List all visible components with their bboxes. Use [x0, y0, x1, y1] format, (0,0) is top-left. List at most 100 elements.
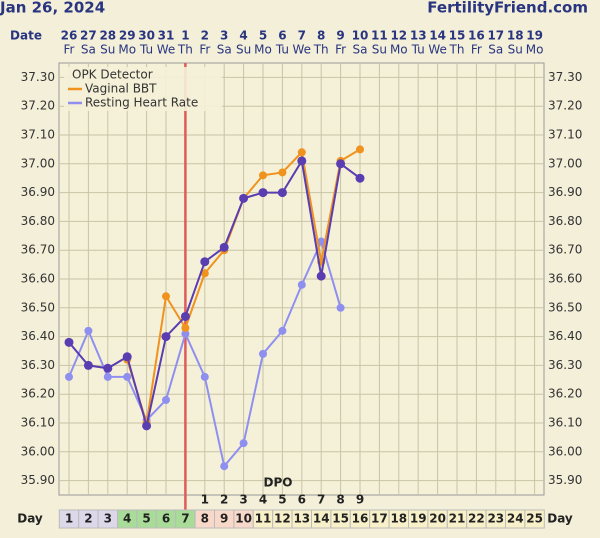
dpo-value: 9: [356, 493, 364, 507]
y-tick-label: 36.40: [21, 329, 55, 343]
weekday-label: Su: [100, 43, 115, 57]
series-point: [65, 372, 73, 381]
date-label: 3: [220, 29, 228, 43]
series-point: [200, 372, 209, 381]
weekday-label: Fr: [64, 43, 75, 57]
series-point: [181, 329, 190, 338]
day-label-right: Day: [547, 512, 573, 526]
weekday-label: Mo: [390, 43, 408, 57]
date-label: 18: [507, 29, 524, 43]
day-value: 2: [84, 512, 92, 526]
dpo-value: 5: [278, 493, 286, 507]
series-point: [64, 337, 74, 347]
y-tick-label: 36.00: [21, 444, 55, 458]
y-tick-label-right: 36.60: [548, 272, 582, 286]
y-tick-label-right: 37.30: [548, 70, 582, 84]
day-value: 10: [235, 512, 252, 526]
day-value: 13: [293, 512, 310, 526]
day-value: 11: [255, 512, 272, 526]
series-point: [355, 173, 365, 183]
weekday-label: Tu: [139, 43, 153, 57]
weekday-label: Fr: [199, 43, 210, 57]
y-tick-label-right: 36.50: [548, 300, 582, 314]
weekday-label: Su: [372, 43, 387, 57]
y-tick-label-right: 36.20: [548, 387, 582, 401]
date-label: 13: [410, 29, 427, 43]
date-label: 9: [336, 29, 344, 43]
day-value: 6: [162, 512, 170, 526]
weekday-label: Su: [236, 43, 251, 57]
series-point: [83, 360, 93, 370]
weekday-label: Tu: [411, 43, 425, 57]
y-tick-label-right: 37.10: [548, 128, 582, 142]
series-point: [220, 462, 229, 471]
day-value: 16: [352, 512, 369, 526]
date-label: 2: [201, 29, 209, 43]
header-date: Jan 26, 2024: [0, 0, 105, 17]
date-label: 8: [317, 29, 325, 43]
dpo-value: 6: [298, 493, 306, 507]
y-tick-label-right: 36.80: [548, 214, 582, 228]
date-label: 28: [99, 29, 116, 43]
dpo-label: DPO: [264, 476, 293, 490]
day-value: 20: [429, 512, 446, 526]
dpo-value: 7: [317, 493, 325, 507]
date-label: 1: [181, 29, 189, 43]
weekday-label: We: [157, 43, 176, 57]
y-tick-label-right: 36.90: [548, 185, 582, 199]
y-tick-label-right: 37.00: [548, 156, 582, 170]
series-point: [258, 188, 268, 198]
y-tick-label: 37.30: [21, 70, 55, 84]
dpo-value: 8: [336, 493, 344, 507]
date-label: 11: [371, 29, 388, 43]
y-tick-label: 35.90: [21, 473, 55, 487]
date-label: 27: [80, 29, 97, 43]
day-value: 7: [181, 512, 189, 526]
date-label: 29: [119, 29, 136, 43]
legend-label: Vaginal BBT: [85, 82, 157, 96]
series-point: [103, 372, 112, 381]
series-point: [239, 439, 248, 448]
day-label: Day: [17, 512, 43, 526]
series-point: [297, 156, 307, 166]
weekday-label: Sa: [353, 43, 368, 57]
series-point: [297, 148, 306, 157]
series-point: [142, 421, 152, 431]
series-point: [297, 280, 306, 289]
weekday-label: Th: [449, 43, 465, 57]
series-point: [277, 188, 287, 198]
series-point: [181, 323, 190, 332]
series-point: [122, 352, 132, 362]
date-label: 6: [278, 29, 286, 43]
y-tick-label: 36.70: [21, 243, 55, 257]
y-tick-label: 37.10: [21, 128, 55, 142]
date-label: 7: [298, 29, 306, 43]
weekday-label: Sa: [81, 43, 96, 57]
y-tick-label: 37.20: [21, 99, 55, 113]
y-tick-label: 36.60: [21, 272, 55, 286]
day-value: 14: [313, 512, 330, 526]
date-label: 10: [352, 29, 369, 43]
day-value: 4: [123, 512, 131, 526]
series-point: [219, 242, 229, 252]
series-point: [200, 269, 209, 278]
day-value: 22: [468, 512, 485, 526]
date-label: 12: [390, 29, 407, 43]
y-tick-label-right: 36.40: [548, 329, 582, 343]
dpo-value: 3: [239, 493, 247, 507]
y-tick-label-right: 36.10: [548, 416, 582, 430]
day-value: 12: [274, 512, 291, 526]
weekday-label: Mo: [118, 43, 136, 57]
day-value: 21: [449, 512, 466, 526]
y-tick-label: 36.10: [21, 416, 55, 430]
y-tick-label: 36.80: [21, 214, 55, 228]
y-tick-label-right: 35.90: [548, 473, 582, 487]
y-tick-label-right: 36.70: [548, 243, 582, 257]
y-tick-label: 37.00: [21, 156, 55, 170]
y-tick-label: 36.90: [21, 185, 55, 199]
series-point: [259, 349, 267, 358]
series-point: [161, 332, 171, 342]
date-label: 14: [429, 29, 446, 43]
